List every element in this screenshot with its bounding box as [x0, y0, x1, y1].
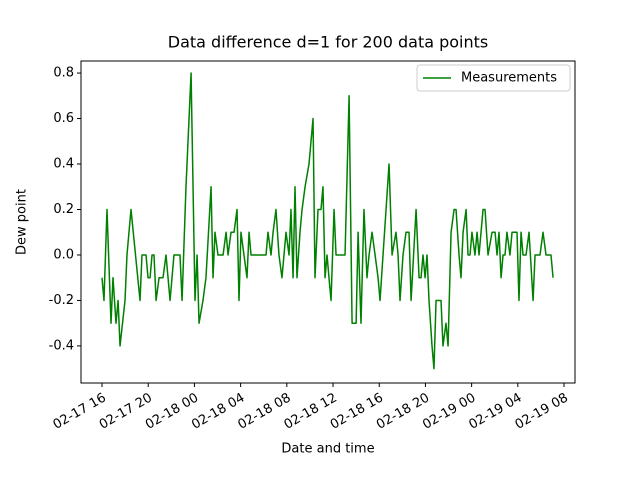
y-tick-label: 0.6 [53, 111, 74, 126]
chart-title: Data difference d=1 for 200 data points [168, 33, 489, 52]
x-axis-label: Date and time [281, 442, 374, 457]
legend-label: Measurements [461, 71, 557, 86]
y-axis-label: Dew point [15, 189, 30, 255]
y-tick-label: -0.2 [49, 293, 74, 308]
y-tick-label: 0.2 [53, 202, 74, 217]
y-tick-label: -0.4 [49, 338, 74, 353]
y-tick-label: 0.4 [53, 157, 74, 172]
legend-box [416, 64, 571, 92]
x-tick-label: 02-19 08 [513, 391, 571, 433]
plot-frame [80, 60, 576, 384]
y-tick-label: 0.8 [53, 66, 74, 81]
y-tick-label: 0.0 [53, 247, 74, 262]
data-line [101, 72, 554, 370]
